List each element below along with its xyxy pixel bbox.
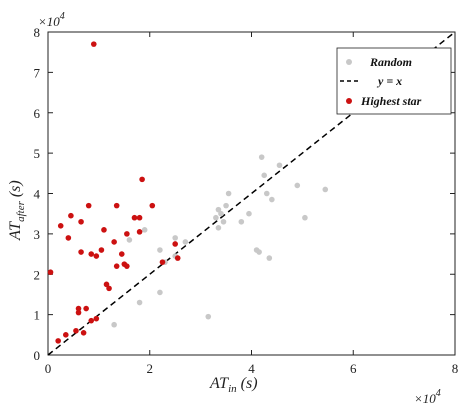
highest-star-point [65, 235, 72, 241]
y-tick-label: 4 [34, 187, 41, 202]
y-tick-label: 7 [34, 65, 41, 80]
highest-star-point [93, 253, 100, 259]
highest-star-point [131, 214, 138, 221]
highest-star-point [55, 338, 61, 344]
random-point [213, 214, 219, 221]
random-point [223, 202, 229, 209]
y-axis-label: ATafter (s) [7, 180, 27, 241]
random-point [269, 196, 275, 203]
random-point [225, 190, 232, 197]
random-point [111, 321, 117, 328]
random-point [220, 218, 227, 225]
random-point [215, 206, 222, 213]
highest-star-point [139, 176, 145, 183]
random-point [126, 237, 133, 243]
random-point [215, 225, 222, 231]
legend-label-random: Random [369, 55, 412, 69]
y-tick-label: 0 [34, 348, 41, 363]
random-point [263, 190, 270, 197]
highest-star-point [85, 202, 92, 209]
y-tick-label: 5 [34, 146, 41, 161]
x-axis-multiplier: ×104 [414, 388, 441, 406]
legend: Random y = x Highest star [336, 47, 452, 115]
highest-star-point [149, 202, 156, 209]
highest-star-point [159, 259, 166, 265]
random-point [136, 299, 143, 306]
random-point [218, 210, 224, 217]
highest-star-point [75, 305, 82, 312]
highest-star-point [88, 251, 95, 257]
highest-star-point [63, 332, 69, 338]
random-point [246, 210, 252, 217]
y-tick-label: 3 [34, 227, 41, 242]
y-axis-ticks: 0 1 2 3 4 5 6 7 8 [34, 25, 455, 363]
highest-star-point [174, 255, 181, 261]
highest-star-point [124, 263, 130, 269]
highest-star-point [75, 309, 82, 316]
highest-star-point [106, 285, 112, 292]
highest-star-point [78, 249, 84, 255]
random-point [322, 186, 329, 193]
x-tick-label: 2 [147, 361, 154, 376]
random-point [182, 239, 189, 245]
x-tick-label: 0 [45, 361, 52, 376]
data-points-layer [47, 41, 329, 344]
highest-star-point [90, 41, 97, 47]
highest-star-point [103, 281, 110, 288]
highest-star-point [88, 317, 95, 324]
random-point [172, 235, 178, 241]
random-point [205, 313, 212, 320]
y-tick-label: 6 [34, 106, 41, 121]
y-tick-label: 2 [34, 267, 41, 282]
random-point [256, 249, 262, 255]
random-point [157, 289, 163, 296]
highest-star-point [113, 263, 120, 269]
y-axis-multiplier: ×104 [38, 11, 65, 29]
highest-star-point [80, 329, 87, 336]
highest-star-point [118, 251, 125, 257]
y-tick-label: 1 [34, 308, 41, 323]
highest-star-point [98, 247, 105, 253]
legend-label-highest-star: Highest star [360, 94, 422, 108]
random-point [261, 172, 268, 179]
random-point [157, 247, 163, 253]
highest-star-point [47, 269, 54, 276]
random-point [276, 162, 283, 169]
random-point [238, 218, 245, 225]
highest-star-point [124, 231, 130, 237]
random-point [258, 154, 265, 160]
highest-star-point [83, 305, 89, 312]
x-tick-label: 4 [248, 361, 255, 376]
highest-star-point [113, 202, 120, 209]
x-tick-label: 6 [350, 361, 357, 376]
highest-star-point [172, 241, 178, 247]
random-point [294, 182, 301, 189]
y-tick-label: 8 [34, 25, 41, 40]
x-tick-label: 8 [452, 361, 459, 376]
highest-star-point [78, 218, 84, 225]
highest-star-point [93, 315, 100, 322]
legend-label-line: y = x [376, 74, 402, 88]
legend-marker-highest-star [346, 98, 352, 104]
random-point [266, 255, 273, 261]
highest-star-point [57, 223, 64, 229]
highest-star-point [111, 239, 117, 245]
highest-star-point [73, 327, 79, 334]
random-point [302, 214, 308, 221]
highest-star-point [136, 214, 143, 221]
x-axis-label: ATin (s) [209, 375, 258, 395]
highest-star-point [136, 229, 143, 235]
random-point [141, 227, 148, 233]
x-axis-ticks: 0 2 4 6 8 [45, 32, 459, 376]
highest-star-point [101, 227, 107, 233]
legend-marker-random [346, 59, 352, 65]
highest-star-point [68, 212, 74, 219]
